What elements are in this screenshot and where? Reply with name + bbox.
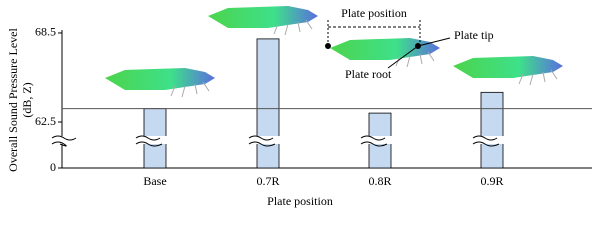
x-tick-label: 0.9R	[480, 174, 503, 188]
illustrations	[104, 5, 564, 98]
y-tick-label: 68.5	[35, 25, 56, 39]
annotation-text: Plate root	[345, 67, 392, 81]
chart: Plate position Plate tip Plate root Plat…	[6, 5, 592, 208]
y-axis-label: Overall Sound Pressure Level	[6, 28, 20, 172]
annotation-text: Plate position	[341, 6, 407, 20]
x-axis-label: Plate position	[267, 194, 333, 208]
axis-break	[360, 135, 388, 147]
y-axis-label: (dB, Z)	[20, 82, 34, 117]
axis-break	[51, 135, 77, 147]
bar	[480, 91, 504, 169]
y-tick-label: 0	[50, 160, 56, 174]
annotation: Plate position Plate tip Plate root	[325, 6, 494, 81]
y-tick-label: 62.5	[35, 114, 56, 128]
axis-break-gap	[58, 136, 66, 144]
x-tick-label: 0.8R	[368, 174, 391, 188]
axis-break	[248, 135, 276, 147]
x-tick-label: Base	[143, 174, 166, 188]
x-tick-label: 0.7R	[256, 174, 279, 188]
axis-break	[472, 135, 500, 147]
annotation-text: Plate tip	[454, 28, 494, 42]
axis-break	[135, 135, 163, 147]
bar	[256, 38, 280, 169]
